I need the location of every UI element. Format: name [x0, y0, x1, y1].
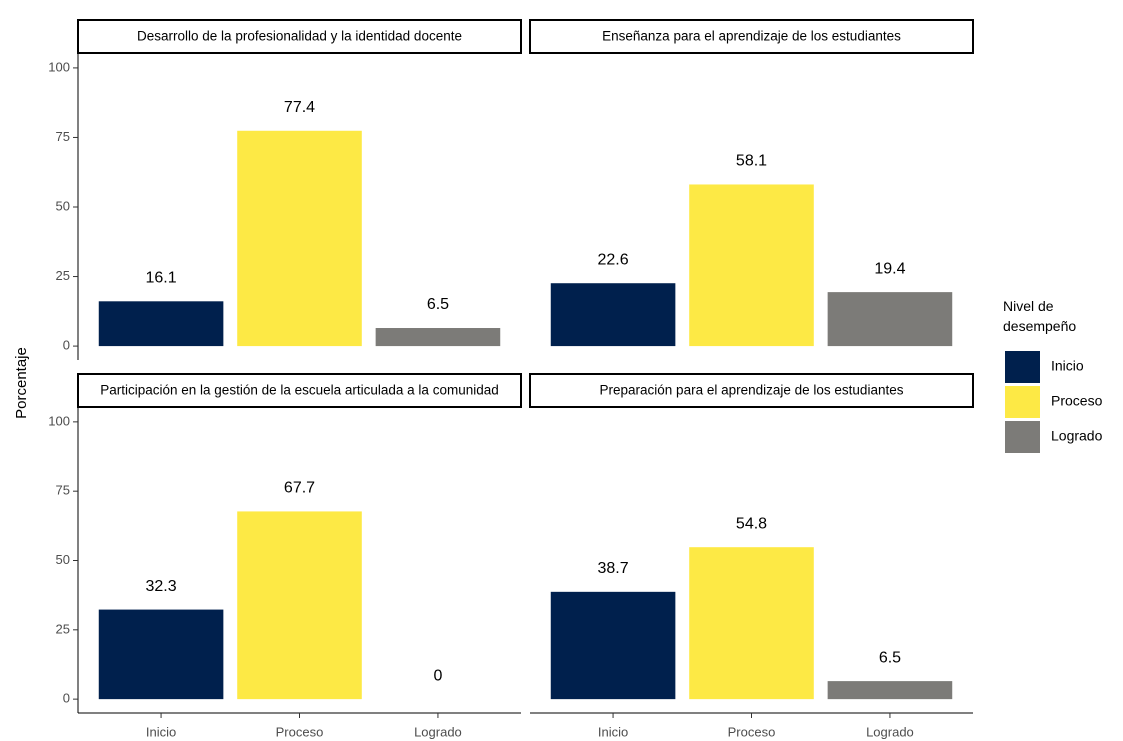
bar — [237, 130, 362, 347]
legend-label: Inicio — [1051, 358, 1084, 374]
legend-swatch — [1005, 421, 1040, 453]
data-label: 0 — [433, 667, 442, 684]
legend-label: Logrado — [1051, 428, 1103, 444]
data-label: 19.4 — [874, 260, 905, 277]
strip — [529, 373, 974, 408]
y-tick-label: 0 — [63, 691, 70, 706]
legend-label: Proceso — [1051, 393, 1103, 409]
bar — [98, 609, 224, 700]
bar — [98, 301, 224, 347]
y-tick-label: 0 — [63, 338, 70, 353]
data-label: 58.1 — [736, 153, 767, 170]
data-label: 16.1 — [145, 270, 176, 287]
strip-title: Desarrollo de la profesionalidad y la id… — [137, 29, 462, 44]
y-tick-label: 100 — [48, 59, 70, 74]
y-tick-label: 50 — [56, 552, 70, 567]
bar — [827, 681, 953, 700]
legend-title: Nivel de desempeño — [1003, 298, 1077, 334]
data-label: 32.3 — [145, 578, 176, 595]
bar — [550, 591, 676, 700]
y-tick-label: 75 — [56, 129, 70, 144]
y-tick-label: 25 — [56, 621, 70, 636]
y-tick-label: 75 — [56, 483, 70, 498]
x-tick-label: Proceso — [276, 724, 324, 739]
bar — [237, 511, 362, 700]
x-tick-label: Inicio — [598, 724, 628, 739]
x-tick-label: Inicio — [146, 724, 176, 739]
bar — [550, 283, 676, 347]
strip-title: Participación en la gestión de la escuel… — [100, 383, 499, 398]
legend-swatch — [1005, 386, 1040, 418]
y-tick-label: 50 — [56, 198, 70, 213]
x-tick-label: Logrado — [866, 724, 914, 739]
strip — [529, 19, 974, 54]
y-tick-label: 25 — [56, 268, 70, 283]
data-label: 67.7 — [284, 480, 315, 497]
bar — [689, 184, 814, 347]
strip — [77, 19, 522, 54]
bar — [689, 547, 814, 700]
bar — [375, 328, 501, 347]
strip-title: Enseñanza para el aprendizaje de los est… — [602, 29, 901, 44]
x-tick-label: Logrado — [414, 724, 462, 739]
data-label: 6.5 — [879, 649, 901, 666]
strip-title: Preparación para el aprendizaje de los e… — [600, 383, 904, 398]
data-label: 77.4 — [284, 99, 315, 116]
data-label: 38.7 — [597, 560, 628, 577]
data-label: 22.6 — [597, 251, 628, 268]
data-label: 54.8 — [736, 515, 767, 532]
x-tick-label: Proceso — [728, 724, 776, 739]
data-label: 6.5 — [427, 296, 449, 313]
y-tick-label: 100 — [48, 413, 70, 428]
strip — [77, 373, 522, 408]
legend-swatch — [1005, 351, 1040, 383]
y-axis-label: Porcentaje — [13, 347, 30, 419]
bar — [827, 292, 953, 347]
